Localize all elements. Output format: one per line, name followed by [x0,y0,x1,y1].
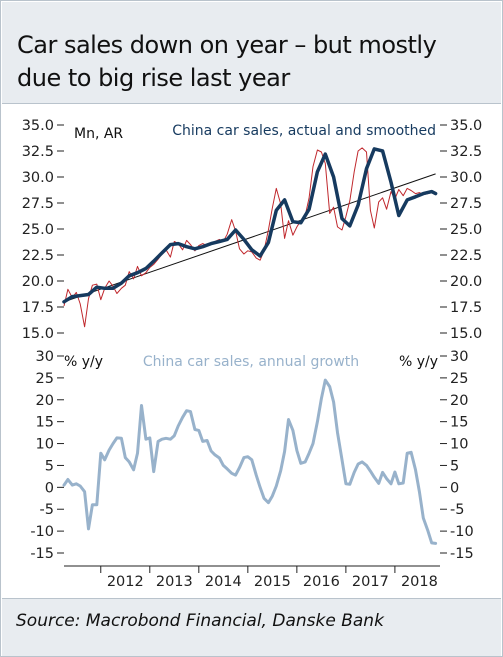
growth-axis-right-tick-label: 30 [450,349,468,365]
growth-chart-legend-title: China car sales, annual growth [143,354,359,370]
growth-axis-right-tick-label: -5 [450,502,464,518]
level-axis-right-tick-label: 17.5 [450,300,482,316]
growth-unit-label-left: % y/y [64,354,103,370]
level-axis-left-tick-label: 22.5 [22,248,54,264]
level-axis-right-tick-label: 32.5 [450,144,482,160]
growth-axis-left-tick-label: 20 [36,393,54,409]
x-tick-label: 2012 [107,574,144,590]
sales-level-chart: 15.0 15.0 17.5 17.5 20.0 20.0 22.5 22.5 25.0 25.0… [22,118,483,342]
level-axis-right-tick-label: 15.0 [450,326,482,342]
growth-axis-right-tick-label: -15 [450,546,474,562]
annual-growth-line [62,378,438,545]
level-axis-left-tick-label: 25.0 [22,222,54,238]
level-chart-legend-title: China car sales, actual and smoothed [172,123,436,139]
growth-axis-left-tick-label: -5 [40,502,54,518]
level-unit-label: Mn, AR [74,126,123,142]
growth-axis-left-tick-label: 15 [36,415,54,431]
level-axis-left-tick-label: 17.5 [22,300,54,316]
level-axis-right-tick-label: 27.5 [450,196,482,212]
growth-axis-left-tick-label: -10 [30,524,54,540]
level-axis-right-tick-label: 22.5 [450,248,482,264]
growth-axis-right-tick-label: 15 [450,415,468,431]
growth-axis-left-tick-label: 10 [36,437,54,453]
level-axis-left-tick-label: 35.0 [22,118,54,134]
actual-sales-line [63,147,436,328]
x-tick-label: 2017 [352,574,389,590]
smoothed-sales-line [62,147,438,304]
growth-axis-right-tick-label: 10 [450,437,468,453]
growth-axis-right-tick-label: 0 [450,480,459,496]
level-axis-right-tick-label: 25.0 [450,222,482,238]
level-axis-left-tick-label: 15.0 [22,326,54,342]
growth-axis-left-tick-label: 30 [36,349,54,365]
x-tick-label: 2016 [303,574,340,590]
header: Car sales down on year – but mostly due … [2,2,501,104]
level-axis-right-tick-label: 35.0 [450,118,482,134]
x-tick-label: 2014 [205,574,242,590]
footer: Source: Macrobond Financial, Danske Bank [2,598,501,656]
source-note: Source: Macrobond Financial, Danske Bank [16,611,384,631]
growth-axis-left-tick-label: -15 [30,546,54,562]
x-tick-label: 2015 [254,574,291,590]
growth-axis-right-tick-label: 25 [450,371,468,387]
x-tick-label: 2018 [401,574,438,590]
level-axis-left-tick-label: 27.5 [22,196,54,212]
level-axis-right-tick-label: 20.0 [450,274,482,290]
level-axis-left-tick-label: 20.0 [22,274,54,290]
level-axis-right-tick-label: 30.0 [450,170,482,186]
level-axis-left-tick-label: 32.5 [22,144,54,160]
growth-axis-left-tick-label: 0 [45,480,54,496]
growth-axis-left-tick-label: 5 [45,458,54,474]
growth-axis-right-tick-label: 20 [450,393,468,409]
page-title: Car sales down on year – but mostly due … [17,31,437,92]
growth-unit-label-right: % y/y [399,354,438,370]
level-axis-left-tick-label: 30.0 [22,170,54,186]
chart-svg: 15.0 15.0 17.5 17.5 20.0 20.0 22.5 22.5 25.0 25.0… [22,118,483,590]
chart-area: 15.0 15.0 17.5 17.5 20.0 20.0 22.5 22.5 25.0 25.0… [2,104,501,598]
growth-axis-right-tick-label: -10 [450,524,474,540]
x-tick-label: 2013 [156,574,193,590]
annual-growth-chart: -15 -15 -10 -10 -5 -5 0 0 5 5 10 10 15 15 20 20 25 25 30 30… [30,349,473,590]
growth-axis-left-tick-label: 25 [36,371,54,387]
growth-axis-right-tick-label: 5 [450,458,459,474]
